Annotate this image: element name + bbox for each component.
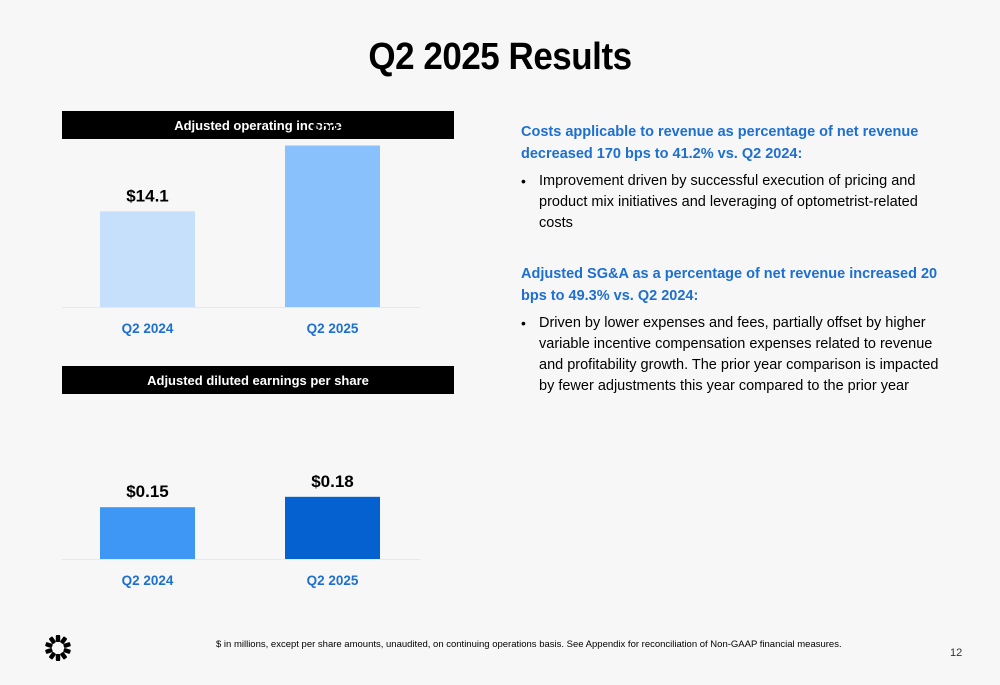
eps-category-label: Q2 2025 xyxy=(307,573,359,588)
operating-income-chart: $14.1 Q2 2024 $23.8 Q2 2025 xyxy=(62,121,420,336)
eps-value-label: $0.15 xyxy=(126,482,169,501)
footnote: $ in millions, except per share amounts,… xyxy=(216,639,842,650)
chart-header-eps: Adjusted diluted earnings per share xyxy=(62,366,454,394)
page-title: Q2 2025 Results xyxy=(368,36,632,78)
bullet-icon: • xyxy=(521,173,526,189)
operating-income-category-label: Q2 2024 xyxy=(122,321,174,336)
bullet-text: Driven by lower expenses and fees, parti… xyxy=(539,315,939,394)
eps-value-label: $0.18 xyxy=(311,472,354,491)
starburst-logo-icon xyxy=(45,635,71,661)
eps-bar-q2-2024 xyxy=(100,507,195,559)
page-number: 12 xyxy=(950,647,963,659)
operating-income-bar-q2-2024 xyxy=(100,211,195,307)
chart-header-operating-income: Adjusted operating income xyxy=(62,111,454,139)
commentary-section-costs: Costs applicable to revenue as percentag… xyxy=(521,121,941,234)
commentary-section-sga: Adjusted SG&A as a percentage of net rev… xyxy=(521,263,941,397)
bullet-item: • Driven by lower expenses and fees, par… xyxy=(521,313,941,397)
section-heading: Adjusted SG&A as a percentage of net rev… xyxy=(521,266,938,304)
operating-income-category-label: Q2 2025 xyxy=(307,321,359,336)
operating-income-bar-q2-2025 xyxy=(285,145,380,307)
bullet-text: Improvement driven by successful executi… xyxy=(539,173,918,231)
bullet-item: • Improvement driven by successful execu… xyxy=(521,171,941,234)
operating-income-value-label: $23.8 xyxy=(311,121,354,140)
eps-category-label: Q2 2024 xyxy=(122,573,174,588)
eps-bar-q2-2025 xyxy=(285,496,380,559)
operating-income-value-label: $14.1 xyxy=(126,186,169,205)
section-heading: Costs applicable to revenue as percentag… xyxy=(521,124,919,162)
bullet-icon: • xyxy=(521,315,526,331)
eps-chart: $0.15 Q2 2024 $0.18 Q2 2025 xyxy=(62,472,420,588)
